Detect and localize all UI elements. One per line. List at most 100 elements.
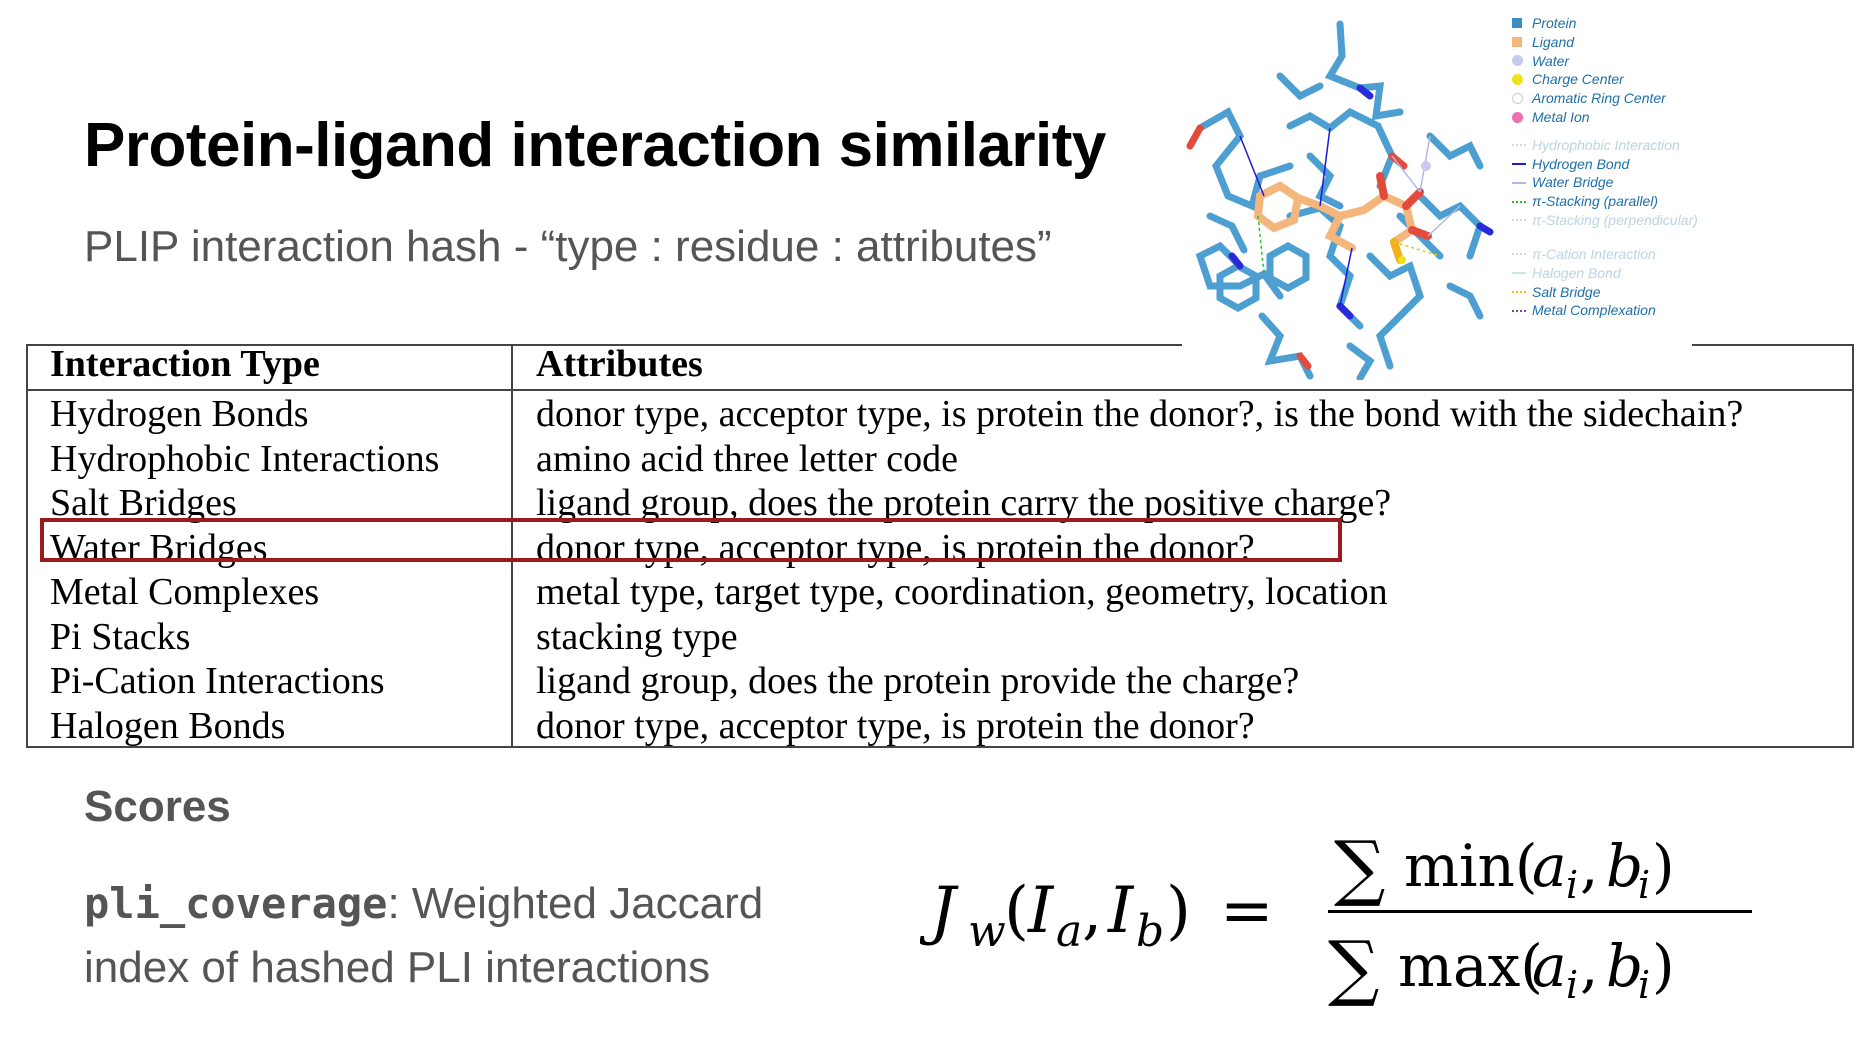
svg-text:b: b xyxy=(1606,832,1643,900)
legend-swatch-icon xyxy=(1512,211,1532,230)
svg-text:a: a xyxy=(1056,906,1082,957)
interaction-table xyxy=(26,345,1854,748)
legend-swatch-icon xyxy=(1512,52,1532,71)
legend-item: Halogen Bond xyxy=(1512,264,1732,283)
legend-swatch-icon xyxy=(1512,264,1532,283)
legend-label: π-Stacking (parallel) xyxy=(1532,193,1659,210)
cell-attributes: stacking type xyxy=(536,615,738,658)
cell-attributes: donor type, acceptor type, is protein th… xyxy=(536,393,1744,435)
table-header-attributes: Attributes xyxy=(536,343,703,385)
cell-attributes: ligand group, does the protein carry the… xyxy=(536,482,1392,524)
legend-item: π-Cation Interaction xyxy=(1512,245,1732,264)
legend-swatch-icon xyxy=(1512,155,1532,174)
cell-interaction-type: Salt Bridges xyxy=(50,482,237,524)
legend-item: π-Stacking (parallel) xyxy=(1512,192,1732,211)
legend-label: π-Stacking (perpendicular) xyxy=(1532,211,1698,228)
water-sphere xyxy=(1421,161,1431,171)
svg-text:I: I xyxy=(1027,874,1055,948)
legend-swatch-icon xyxy=(1512,70,1532,89)
cell-interaction-type: Hydrophobic Interactions xyxy=(50,437,440,480)
svg-text:∑: ∑ xyxy=(1328,925,1379,1009)
legend-item: Aromatic Ring Center xyxy=(1512,89,1732,108)
score-description: pli_coverage: Weighted Jaccard index of … xyxy=(84,872,864,1000)
svg-text:∑: ∑ xyxy=(1334,825,1385,909)
table-row: Pi Stacks stacking type xyxy=(0,615,1864,660)
legend-item: π-Stacking (perpendicular) xyxy=(1512,211,1732,245)
legend-label: Salt Bridge xyxy=(1532,283,1601,300)
legend-swatch-icon xyxy=(1512,14,1532,33)
highlighted-row-box xyxy=(40,518,1342,562)
cell-interaction-type: Pi Stacks xyxy=(50,615,191,658)
legend-swatch-icon xyxy=(1512,301,1532,320)
legend-label: Metal Complexation xyxy=(1532,302,1656,319)
legend-label: Hydrogen Bond xyxy=(1532,155,1630,172)
svg-text:b: b xyxy=(1136,906,1164,957)
svg-text:J: J xyxy=(920,874,959,948)
legend-swatch-icon xyxy=(1512,136,1532,155)
legend-swatch-icon xyxy=(1512,245,1532,264)
structure-legend: Protein Ligand Water Charge Center Aromatic … xyxy=(1512,14,1732,320)
svg-text:a: a xyxy=(1532,932,1567,1000)
svg-text:i: i xyxy=(1566,963,1578,1007)
cell-interaction-type: Pi-Cation Interactions xyxy=(50,660,385,702)
charge-center-sphere xyxy=(1398,256,1406,264)
slide-subtitle: PLIP interaction hash - “type : residue … xyxy=(84,222,1052,271)
legend-item: Salt Bridge xyxy=(1512,283,1732,302)
metric-description: : Weighted Jaccard index of hashed PLI i… xyxy=(84,879,764,992)
weighted-jaccard-formula: J w ( I a , I b ) = ∑ min( a i , b i ) ∑… xyxy=(920,825,1752,1009)
cell-attributes: donor type, acceptor type, is protein th… xyxy=(536,704,1255,747)
legend-swatch-icon xyxy=(1512,173,1532,192)
svg-text:w: w xyxy=(968,906,1006,957)
table-column-divider xyxy=(511,345,513,748)
table-row: Metal Complexes metal type, target type, … xyxy=(0,570,1864,615)
legend-swatch-icon xyxy=(1512,33,1532,52)
svg-text:min(: min( xyxy=(1404,832,1538,900)
svg-text:=: = xyxy=(1220,874,1274,948)
svg-text:): ) xyxy=(1166,874,1191,948)
legend-label: Aromatic Ring Center xyxy=(1532,90,1666,107)
ligand-heteroatoms xyxy=(1376,172,1432,264)
legend-swatch-icon xyxy=(1512,192,1532,211)
table-row: Hydrogen Bonds donor type, acceptor type,… xyxy=(0,392,1864,437)
cell-interaction-type: Hydrogen Bonds xyxy=(50,393,309,435)
legend-item: Water xyxy=(1512,52,1732,71)
legend-item: Ligand xyxy=(1512,33,1732,52)
scores-heading: Scores xyxy=(84,782,231,831)
svg-text:i: i xyxy=(1566,863,1578,907)
cell-interaction-type: Metal Complexes xyxy=(50,571,320,613)
legend-label: Charge Center xyxy=(1532,71,1624,88)
legend-swatch-icon xyxy=(1512,108,1532,127)
cell-interaction-type: Halogen Bonds xyxy=(50,704,286,747)
svg-text:(: ( xyxy=(1004,874,1029,948)
legend-label: Water Bridge xyxy=(1532,174,1614,191)
legend-item: Water Bridge xyxy=(1512,173,1732,192)
svg-text:,: , xyxy=(1082,874,1102,948)
cell-attributes: metal type, target type, coordination, g… xyxy=(536,571,1388,613)
legend-item: Hydrophobic Interaction xyxy=(1512,136,1732,155)
table-row: Halogen Bonds donor type, acceptor type, … xyxy=(0,704,1864,749)
svg-text:): ) xyxy=(1652,832,1675,900)
legend-label: Halogen Bond xyxy=(1532,264,1621,281)
svg-text:max(: max( xyxy=(1398,932,1543,1000)
interaction-lines xyxy=(1239,127,1461,307)
svg-text:I: I xyxy=(1107,874,1135,948)
legend-swatch-icon xyxy=(1512,89,1532,108)
svg-text:i: i xyxy=(1638,863,1650,907)
protein-sticks xyxy=(1195,20,1485,380)
svg-text:,: , xyxy=(1580,932,1598,1000)
table-header-rule xyxy=(26,389,1854,391)
protein-ligand-structure-image xyxy=(1186,20,1494,380)
ligand-sticks xyxy=(1253,181,1417,252)
legend-label: Hydrophobic Interaction xyxy=(1532,136,1680,153)
svg-text:): ) xyxy=(1652,932,1675,1000)
legend-item: Charge Center xyxy=(1512,70,1732,89)
table-top-border xyxy=(26,344,1182,346)
slide-title: Protein-ligand interaction similarity xyxy=(84,111,1106,180)
metric-name: pli_coverage xyxy=(84,879,388,928)
legend-label: Protein xyxy=(1532,15,1577,31)
table-row: Hydrophobic Interactions amino acid three… xyxy=(0,437,1864,482)
table-row: Salt Bridges ligand group, does the prote… xyxy=(0,481,1864,526)
table-row: Pi-Cation Interactions ligand group, does… xyxy=(0,659,1864,704)
cell-attributes: amino acid three letter code xyxy=(536,437,959,480)
table-header-interaction-type: Interaction Type xyxy=(50,343,320,385)
